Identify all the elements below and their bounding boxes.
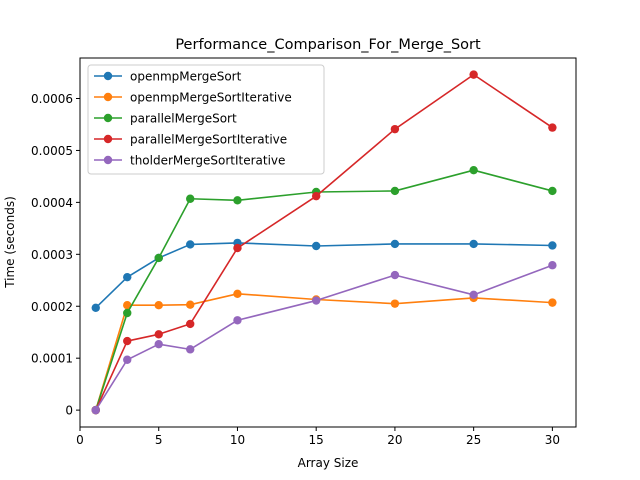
legend-marker (103, 92, 113, 102)
chart-title: Performance_Comparison_For_Merge_Sort (175, 37, 481, 53)
x-tick-label: 0 (76, 433, 84, 447)
data-point (469, 70, 478, 79)
data-point (154, 339, 163, 349)
data-point (186, 319, 195, 329)
data-point (123, 272, 132, 282)
data-point (186, 345, 195, 354)
x-tick-label: 5 (155, 433, 163, 447)
y-axis: 0 0.0001 0.0002 0.0003 0.0004 0.0005 0.0006 (31, 92, 80, 418)
series-parallel-merge-sort (91, 165, 557, 415)
legend-item: openmpMergeSortIterative (94, 91, 292, 105)
data-point (91, 303, 100, 313)
legend-label: parallelMergeSortIterative (130, 133, 287, 147)
data-point (548, 186, 557, 196)
data-point (469, 290, 478, 300)
legend-marker (103, 113, 113, 123)
legend-item: openmpMergeSort (94, 70, 242, 84)
legend-box (87, 64, 325, 175)
data-point (390, 124, 400, 134)
data-point (548, 241, 557, 250)
legend-item: parallelMergeSortIterative (94, 133, 287, 147)
data-point (548, 261, 557, 270)
legend-marker (103, 71, 113, 81)
x-axis-label: Array Size (298, 456, 359, 470)
data-point (233, 196, 242, 205)
data-point (123, 308, 132, 318)
data-point (390, 239, 400, 249)
y-tick-label: 0.0006 (31, 92, 73, 106)
plot-frame (79, 57, 577, 428)
data-point (123, 355, 132, 364)
legend-marker (103, 134, 113, 144)
plot-area (91, 70, 557, 415)
y-tick-label: 0.0001 (31, 352, 73, 366)
x-tick-label: 25 (466, 433, 481, 447)
data-point (548, 123, 557, 132)
legend-item: tholderMergeSortIterative (94, 154, 285, 168)
y-tick-label: 0.0005 (31, 144, 73, 158)
data-point (311, 241, 321, 251)
y-tick-label: 0.0004 (31, 196, 73, 210)
data-point (390, 299, 400, 308)
series-tholder-merge-sort-iterative (91, 261, 557, 415)
x-tick-label: 30 (545, 433, 560, 447)
data-point (154, 330, 163, 339)
data-point (311, 296, 321, 305)
legend-label: openmpMergeSortIterative (130, 91, 292, 105)
legend-label: openmpMergeSort (130, 70, 242, 84)
data-point (91, 405, 100, 415)
legend-item: parallelMergeSort (94, 112, 237, 126)
series-parallel-merge-sort-iterative (91, 70, 557, 415)
y-axis-label: Time (seconds) (3, 196, 17, 289)
series-openmp-merge-sort (91, 238, 557, 313)
data-point (186, 194, 195, 203)
x-tick-label: 15 (309, 433, 324, 447)
data-point (390, 186, 400, 196)
x-tick-label: 10 (230, 433, 245, 447)
data-point (469, 239, 478, 249)
data-point (123, 301, 132, 310)
data-point (233, 316, 242, 325)
data-point (233, 243, 242, 253)
data-point (186, 300, 195, 309)
y-tick-label: 0 (65, 404, 73, 418)
y-tick-label: 0.0003 (31, 248, 73, 262)
legend: openmpMergeSort openmpMergeSortIterative p… (87, 64, 325, 175)
data-point (469, 165, 478, 175)
data-point (311, 191, 321, 201)
data-point (233, 289, 242, 298)
data-point (154, 301, 163, 310)
y-tick-label: 0.0002 (31, 300, 73, 314)
legend-label: tholderMergeSortIterative (130, 154, 285, 168)
x-tick-label: 20 (387, 433, 402, 447)
legend-marker (103, 155, 113, 165)
x-axis: 0 5 10 15 20 25 30 (76, 427, 560, 447)
data-point (186, 240, 195, 249)
data-point (123, 336, 132, 346)
data-point (548, 298, 557, 307)
data-point (390, 270, 400, 280)
legend-label: parallelMergeSort (130, 112, 237, 126)
data-point (154, 253, 163, 263)
